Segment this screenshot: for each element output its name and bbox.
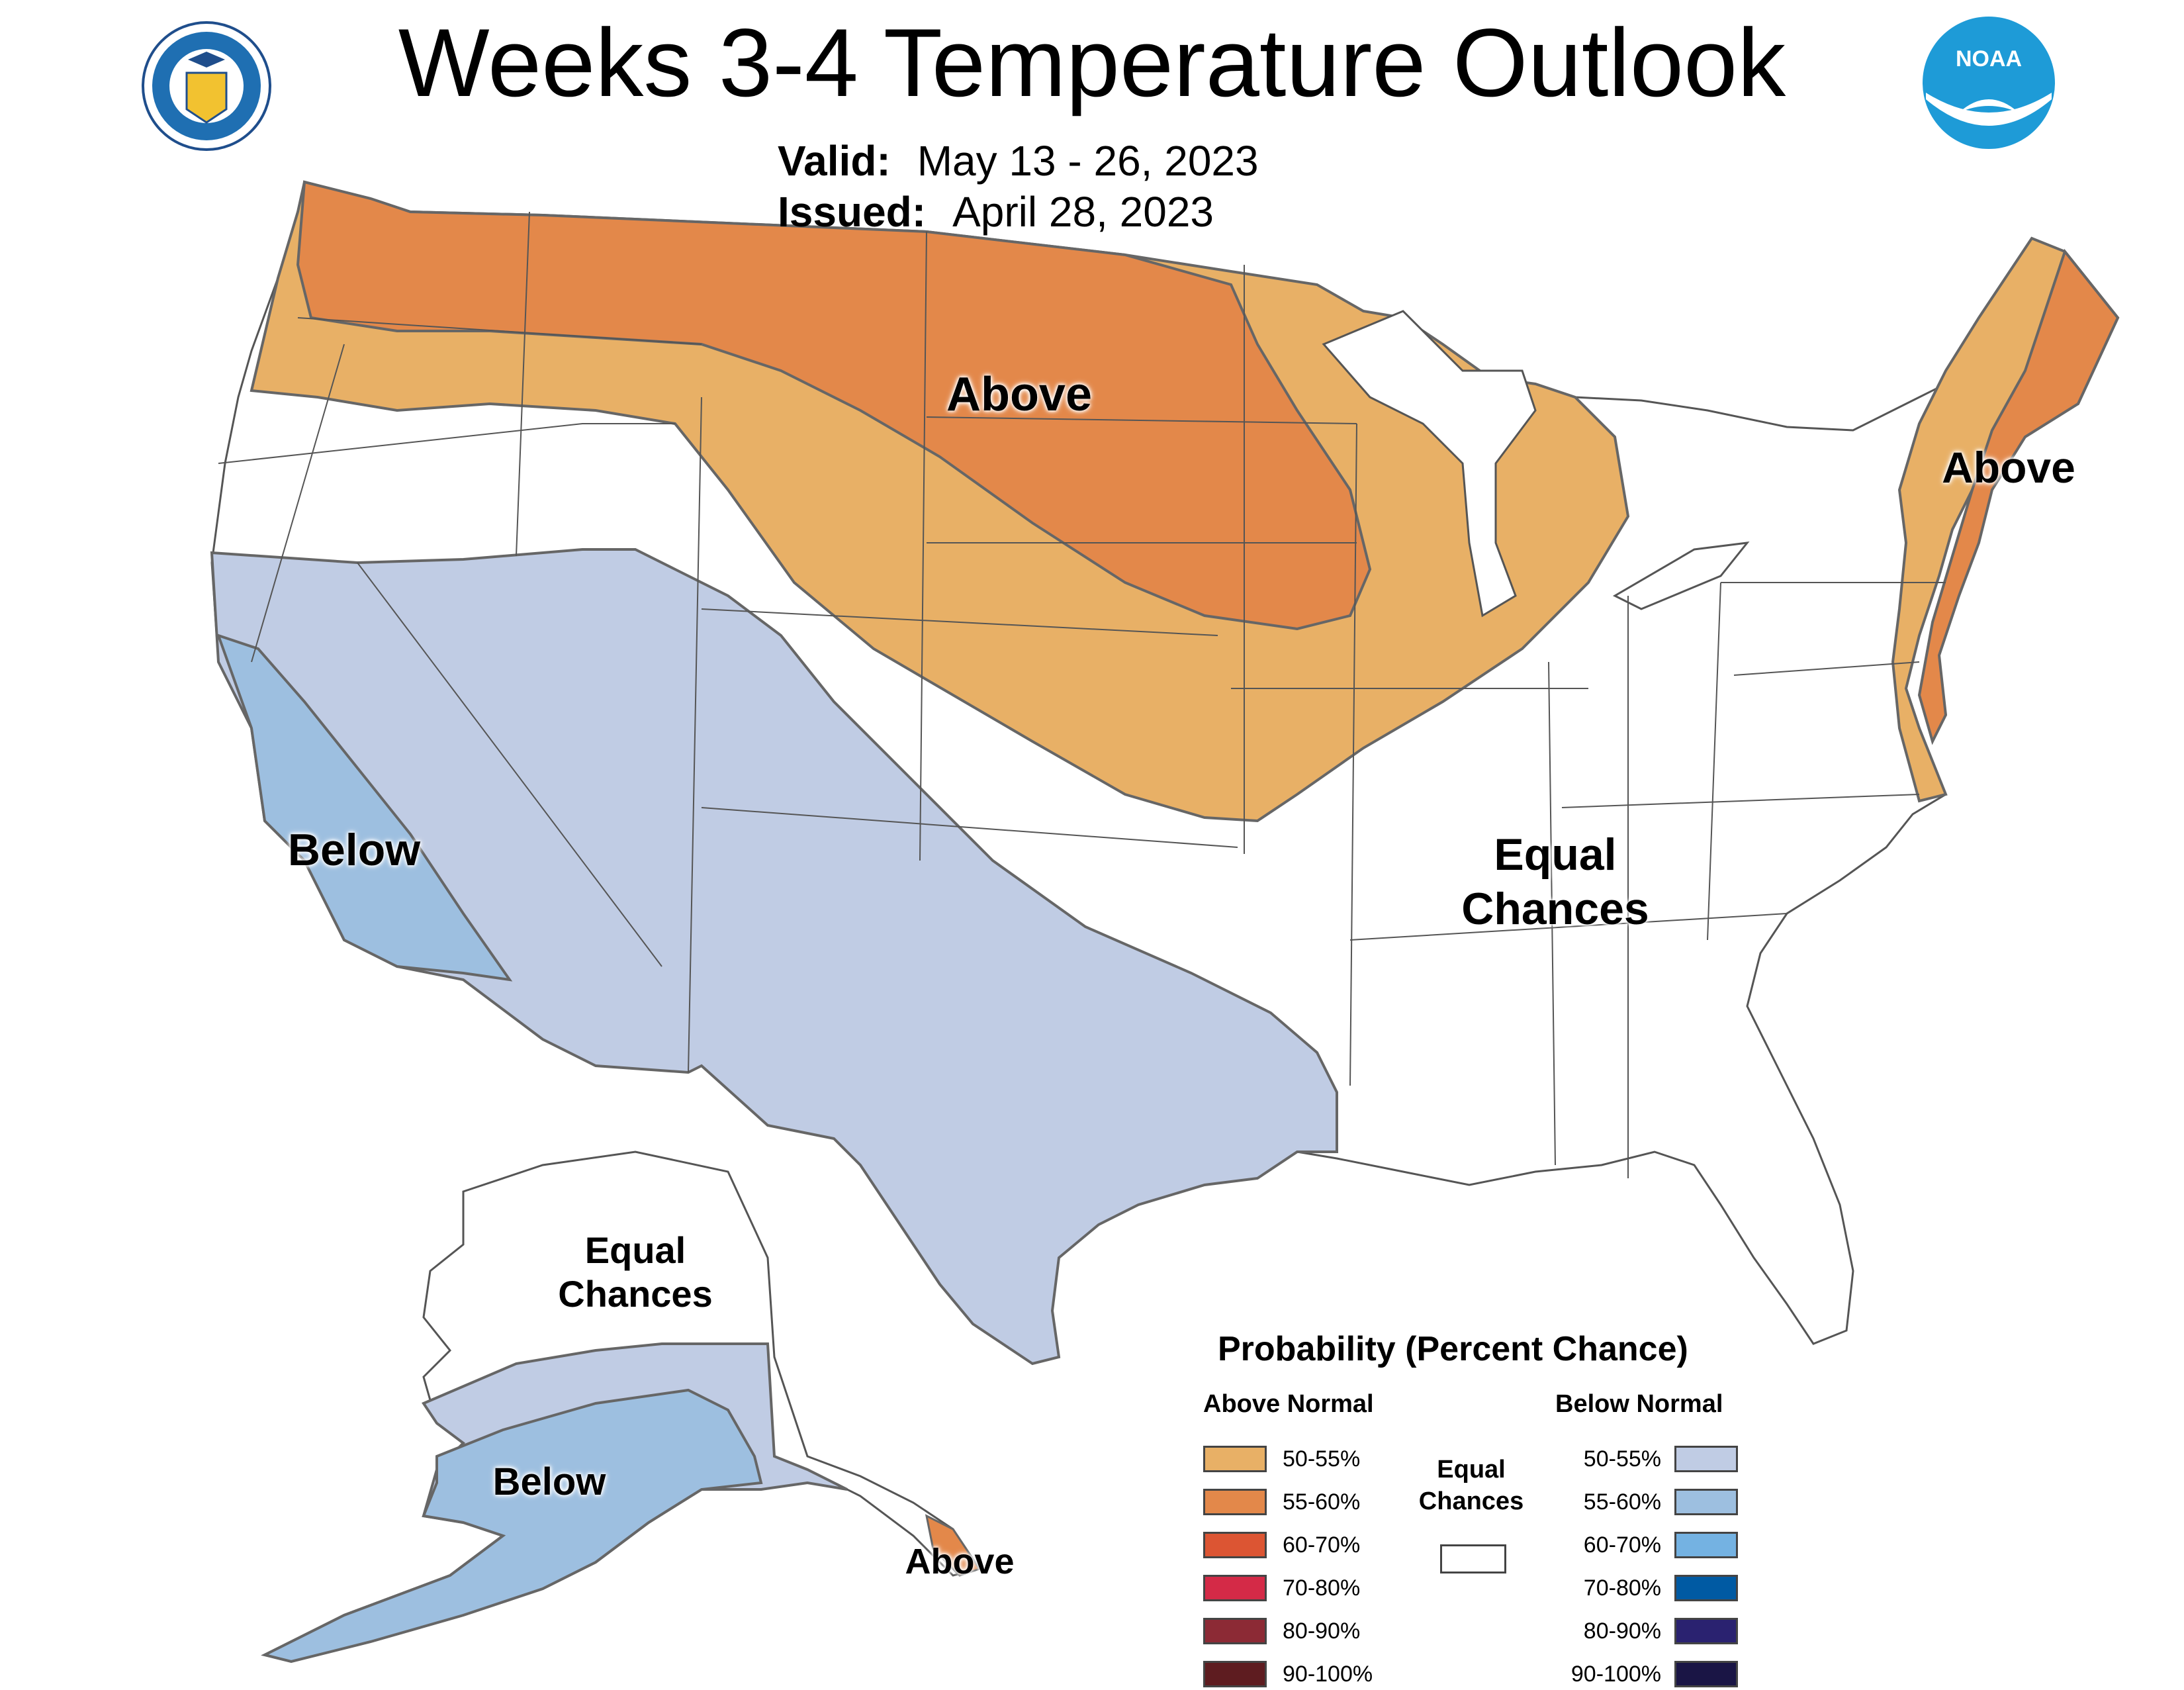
conus-above-north-label: Above (946, 368, 1093, 421)
legend-below-swatch (1674, 1661, 1738, 1687)
legend-below-swatch (1674, 1446, 1738, 1472)
conus-equal-chances-label: Equal Chances (1461, 829, 1649, 934)
great-lakes (1322, 310, 1537, 618)
legend-above-label: 60-70% (1283, 1532, 1361, 1558)
conus-above-50-55-region (250, 180, 1630, 823)
legend-below-swatch (1674, 1489, 1738, 1515)
legend-below-label: 70-80% (1583, 1575, 1661, 1601)
alaska-below-55-60-region (261, 1388, 763, 1664)
alaska-above-label: Above (905, 1542, 1015, 1581)
legend-above-label: 55-60% (1283, 1489, 1361, 1515)
legend-below-header: Below Normal (1555, 1390, 1723, 1418)
legend-below-label: 90-100% (1570, 1662, 1661, 1687)
legend-above-label: 70-80% (1283, 1575, 1361, 1601)
conus-above-northeast-label: Above (1942, 443, 2075, 492)
conus-below-50-55-region (210, 548, 1338, 1366)
valid-value: May 13 - 26, 2023 (917, 137, 1259, 185)
legend-above-label: 50-55% (1283, 1446, 1361, 1472)
legend-above-label: 90-100% (1283, 1662, 1373, 1687)
legend-below-label: 60-70% (1583, 1532, 1661, 1558)
conus-below-west-label: Below (287, 825, 421, 875)
page-title: Weeks 3-4 Temperature Outlook (398, 9, 1786, 117)
valid-line: Valid: May 13 - 26, 2023 (778, 136, 1259, 186)
issued-value: April 28, 2023 (952, 188, 1214, 236)
department-of-commerce-seal-icon (142, 21, 271, 151)
legend-above-swatch (1203, 1489, 1267, 1515)
state-boundaries (218, 211, 1946, 1178)
legend-above-swatch (1203, 1446, 1267, 1472)
noaa-logo-text: NOAA (1956, 46, 2022, 71)
alaska-above-55-60-region (925, 1514, 981, 1577)
legend-below-swatch (1674, 1532, 1738, 1558)
legend-equal-chances-label: Equal Chances (1418, 1456, 1524, 1515)
legend-below-label: 50-55% (1583, 1446, 1661, 1472)
northeast-above-55-60-region (1917, 248, 2120, 745)
legend-above-swatch (1203, 1618, 1267, 1644)
issued-label: Issued: (778, 188, 927, 236)
legend-below-label: 80-90% (1583, 1619, 1661, 1644)
legend-above-header: Above Normal (1203, 1390, 1374, 1418)
legend-equal-chances-swatch (1440, 1544, 1506, 1573)
legend-above-swatch (1203, 1575, 1267, 1601)
valid-label: Valid: (778, 137, 891, 185)
legend-above-label: 80-90% (1283, 1619, 1361, 1644)
legend-title: Probability (Percent Chance) (1218, 1330, 1688, 1368)
legend-below-swatch (1674, 1618, 1738, 1644)
lake-erie (1612, 541, 1750, 610)
conus-below-55-60-region (216, 633, 513, 982)
alaska-below-label: Below (492, 1460, 606, 1503)
issued-line: Issued: April 28, 2023 (778, 187, 1214, 237)
legend-below-label: 55-60% (1583, 1489, 1661, 1515)
legend-below-swatch (1674, 1575, 1738, 1601)
legend-above-swatch (1203, 1661, 1267, 1687)
legend-above-swatch (1203, 1532, 1267, 1558)
alaska-equal-chances-label: Equal Chances (558, 1229, 713, 1315)
noaa-logo-icon: NOAA (1923, 17, 2055, 149)
